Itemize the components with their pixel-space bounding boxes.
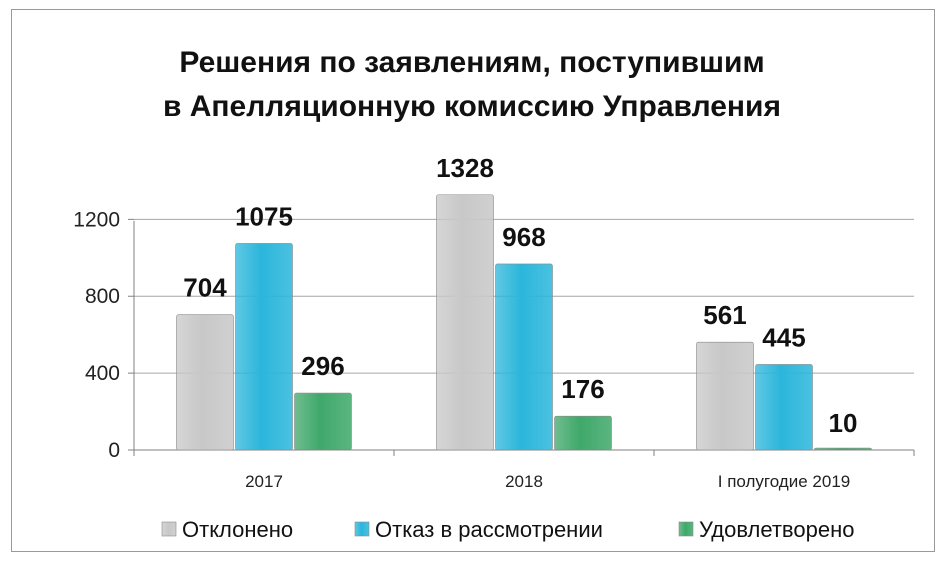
y-tick-label: 400 [85,362,120,385]
data-label: 704 [183,273,227,303]
data-label: 176 [561,374,604,404]
y-tick-label: 1200 [73,208,120,231]
legend-label: Отклонено [182,517,293,542]
legend-item[interactable]: Отклонено [161,517,293,542]
bar[interactable] [436,194,494,451]
data-label: 1328 [436,153,494,183]
chart-frame: Решения по заявлениям, поступившим в Апел… [11,9,935,552]
data-label: 10 [829,408,858,438]
legend-swatch [161,521,177,537]
bar[interactable] [696,341,754,451]
bar-chart: Решения по заявлениям, поступившим в Апел… [73,46,915,542]
bar[interactable] [495,263,553,451]
bar[interactable] [814,447,872,451]
x-tick-label: I полугодие 2019 [718,472,850,491]
legend-swatch [678,521,694,537]
x-tick-label: 2017 [245,472,283,491]
chart-title: Решения по заявлениям, поступившим в Апел… [163,46,781,123]
chart-title-line: в Апелляционную комиссию Управления [163,90,781,123]
legend-item[interactable]: Отказ в рассмотрении [354,517,603,542]
legend-label: Отказ в рассмотрении [375,517,603,542]
chart-title-line: Решения по заявлениям, поступившим [179,46,764,79]
data-label: 968 [502,222,545,252]
legend-item[interactable]: Удовлетворено [678,517,854,542]
x-tick-label: 2018 [505,472,543,491]
bar[interactable] [755,364,813,451]
bar[interactable] [176,314,234,451]
data-label: 1075 [235,201,293,231]
data-label: 561 [703,300,746,330]
bar[interactable] [294,392,352,451]
bar[interactable] [554,415,612,451]
y-tick-label: 0 [108,439,120,462]
y-tick-label: 800 [85,285,120,308]
bar[interactable] [235,243,293,451]
data-label: 296 [301,351,344,381]
legend-label: Удовлетворено [699,517,854,542]
data-labels: 704 1075 296 1328 968 176 561 445 10 [183,153,857,438]
bars [176,194,872,451]
legend-swatch [354,521,370,537]
data-label: 445 [762,322,805,352]
legend[interactable]: Отклонено Отказ в рассмотрении Удовлетворе… [161,517,854,542]
